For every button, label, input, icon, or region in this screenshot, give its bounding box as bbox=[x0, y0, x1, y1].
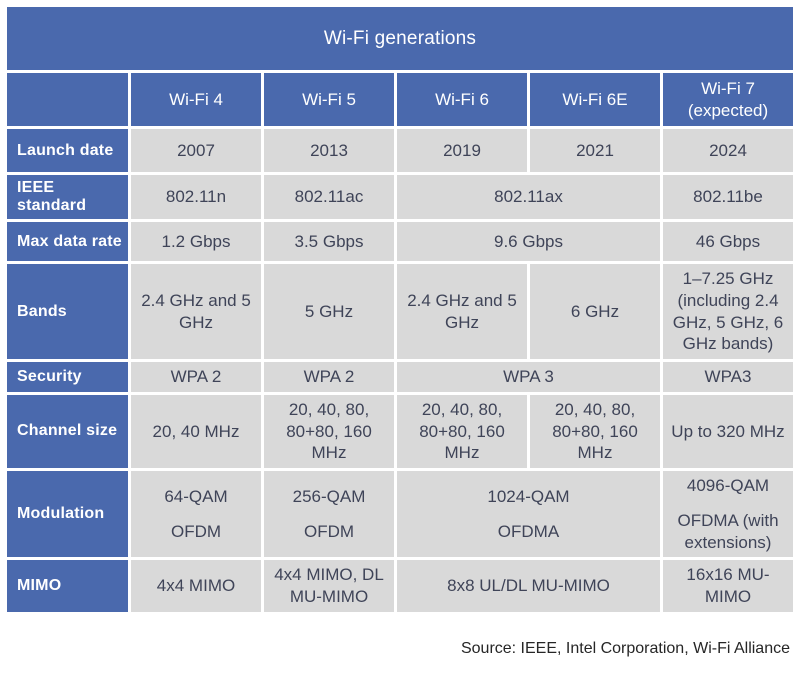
row-label: Security bbox=[4, 359, 131, 395]
row-label: Max data rate bbox=[4, 219, 131, 264]
table-row: MIMO 4x4 MIMO 4x4 MIMO, DL MU-MIMO 8x8 UL/D… bbox=[4, 557, 796, 615]
table-cell: 9.6 Gbps bbox=[394, 219, 663, 264]
table-cell: 1024-QAM OFDMA bbox=[394, 467, 663, 561]
table-row: IEEE standard 802.11n 802.11ac 802.11ax 802.… bbox=[4, 172, 796, 222]
table-cell: 2013 bbox=[261, 126, 397, 175]
table-cell: Up to 320 MHz bbox=[660, 391, 796, 472]
column-header: Wi-Fi 5 bbox=[261, 70, 397, 129]
row-label: MIMO bbox=[4, 557, 131, 615]
table-cell: 6 GHz bbox=[527, 261, 663, 362]
table-cell: WPA3 bbox=[660, 359, 796, 395]
column-header: Wi-Fi 4 bbox=[128, 70, 264, 129]
source-caption: Source: IEEE, Intel Corporation, Wi-Fi A… bbox=[460, 639, 790, 657]
table-cell: 64-QAM OFDM bbox=[128, 467, 264, 561]
table-row: Security WPA 2 WPA 2 WPA 3 WPA3 bbox=[4, 359, 796, 395]
table-cell: 46 Gbps bbox=[660, 219, 796, 264]
table-cell: 16x16 MU-MIMO bbox=[660, 557, 796, 615]
table-body: Launch date 2007 2013 2019 2021 2024 IEEE stan… bbox=[4, 126, 796, 615]
row-label: Modulation bbox=[4, 467, 131, 561]
table-cell: 802.11n bbox=[128, 172, 264, 222]
table-cell: 802.11be bbox=[660, 172, 796, 222]
table-cell: WPA 2 bbox=[261, 359, 397, 395]
table-cell: 2019 bbox=[394, 126, 530, 175]
header-row: Wi-Fi 4 Wi-Fi 5 Wi-Fi 6 Wi-Fi 6E Wi-Fi 7 (exp… bbox=[4, 70, 796, 129]
table-cell: 256-QAM OFDM bbox=[261, 467, 397, 561]
row-label: Launch date bbox=[4, 126, 131, 175]
column-header: Wi-Fi 6 bbox=[394, 70, 530, 129]
column-header: Wi-Fi 7 (expected) bbox=[660, 70, 796, 129]
table-cell: 1.2 Gbps bbox=[128, 219, 264, 264]
column-header: Wi-Fi 6E bbox=[527, 70, 663, 129]
table-cell: 5 GHz bbox=[261, 261, 397, 362]
table-cell: 802.11ac bbox=[261, 172, 397, 222]
table-cell: 802.11ax bbox=[394, 172, 663, 222]
table-cell: 2024 bbox=[660, 126, 796, 175]
table-cell: 2007 bbox=[128, 126, 264, 175]
table-cell: 20, 40, 80, 80+80, 160 MHz bbox=[261, 391, 397, 472]
table-cell: 4096-QAM OFDMA (with extensions) bbox=[660, 467, 796, 561]
corner-cell bbox=[4, 70, 131, 129]
table-title: Wi-Fi generations bbox=[4, 4, 796, 73]
table-cell: 2.4 GHz and 5 GHz bbox=[128, 261, 264, 362]
row-label: Channel size bbox=[4, 391, 131, 472]
table-cell: 3.5 Gbps bbox=[261, 219, 397, 264]
table-row: Channel size 20, 40 MHz 20, 40, 80, 80+80,… bbox=[4, 391, 796, 472]
table-row: Launch date 2007 2013 2019 2021 2024 bbox=[4, 126, 796, 175]
title-row: Wi-Fi generations bbox=[4, 4, 796, 73]
table-cell: 1–7.25 GHz (including 2.4 GHz, 5 GHz, 6 … bbox=[660, 261, 796, 362]
table-cell: 20, 40, 80, 80+80, 160 MHz bbox=[394, 391, 530, 472]
table-cell: 2021 bbox=[527, 126, 663, 175]
table-row: Max data rate 1.2 Gbps 3.5 Gbps 9.6 Gbps 46 … bbox=[4, 219, 796, 264]
table-cell: 8x8 UL/DL MU-MIMO bbox=[394, 557, 663, 615]
row-label: IEEE standard bbox=[4, 172, 131, 222]
table-cell: 2.4 GHz and 5 GHz bbox=[394, 261, 530, 362]
table-cell: 4x4 MIMO, DL MU-MIMO bbox=[261, 557, 397, 615]
table-cell: 20, 40 MHz bbox=[128, 391, 264, 472]
table-cell: WPA 2 bbox=[128, 359, 264, 395]
table-cell: 4x4 MIMO bbox=[128, 557, 264, 615]
table-row: Bands 2.4 GHz and 5 GHz 5 GHz 2.4 GHz and 5… bbox=[4, 261, 796, 362]
row-label: Bands bbox=[4, 261, 131, 362]
table-row: Modulation 64-QAM OFDM 256-QAM OFDM 1024-QAM O… bbox=[4, 467, 796, 561]
table-cell: 20, 40, 80, 80+80, 160 MHz bbox=[527, 391, 663, 472]
table-cell: WPA 3 bbox=[394, 359, 663, 395]
